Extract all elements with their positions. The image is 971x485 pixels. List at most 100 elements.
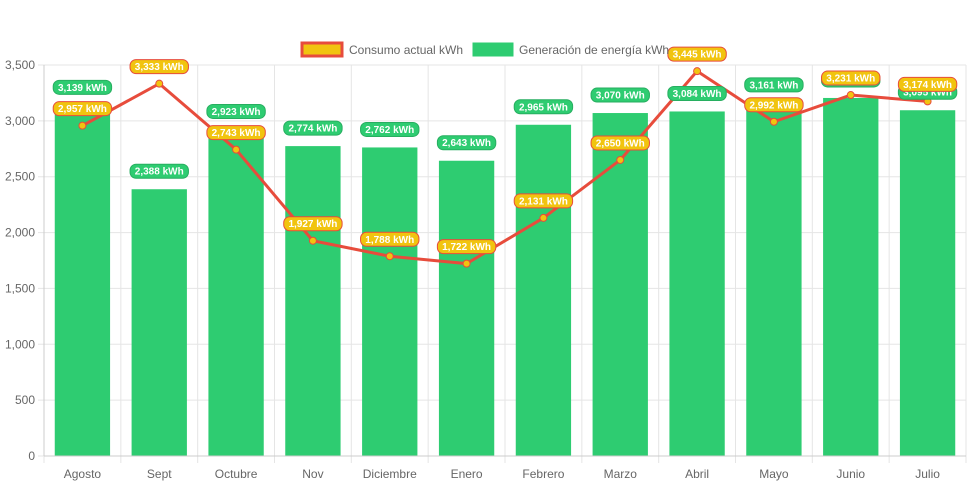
bar-data-label-text: 2,388 kWh	[135, 167, 184, 178]
bar-data-label-bg	[129, 163, 189, 179]
x-tick-label: Nov	[302, 467, 323, 481]
legend-swatch-consumo	[300, 41, 344, 58]
line-data-label-bg	[744, 97, 804, 113]
line-data-label-text: 3,333 kWh	[135, 62, 184, 73]
x-tick-label: Febrero	[522, 467, 564, 481]
bar-data-label: 2,388 kWh	[129, 163, 189, 179]
bar-data-label-text: 3,070 kWh	[596, 91, 645, 102]
bar	[54, 105, 111, 456]
bar-data-label-bg	[206, 103, 266, 119]
x-tick-label: Mayo	[759, 467, 789, 481]
bar	[592, 113, 648, 456]
line-data-label-text: 3,174 kWh	[903, 80, 952, 91]
line-data-label-bg	[129, 59, 189, 75]
line-data-label-bg	[821, 70, 881, 86]
bar-data-label-text: 2,762 kWh	[365, 125, 414, 136]
bar-data-label: 3,139 kWh	[52, 79, 113, 95]
data-labels: 3,139 kWh 2,388 kWh 2,923 kWh 2,774 kWh 2,76…	[52, 46, 958, 255]
line-data-label-text: 2,650 kWh	[596, 138, 645, 149]
bar-data-label: 3,070 kWh	[590, 87, 650, 103]
axes: 0 500 1,000 1,500 2,000 2,500 3,000 3,500 Agosto…	[5, 58, 966, 481]
line-data-label-bg	[436, 239, 497, 255]
line-data-label-bg	[897, 76, 958, 92]
bar-data-label-text: 2,923 kWh	[212, 107, 261, 118]
bar-data-label-bg	[52, 79, 113, 95]
legend[interactable]: Consumo actual kWh Generación de energía…	[300, 41, 669, 58]
line-data-label-bg	[206, 125, 266, 141]
y-tick-label: 1,000	[5, 337, 35, 351]
legend-swatch-generacion	[472, 42, 514, 57]
line-point	[616, 155, 625, 164]
legend-item-consumo[interactable]: Consumo actual kWh	[300, 41, 463, 58]
line-point	[539, 213, 548, 222]
line-point	[846, 91, 855, 100]
line-data-label-text: 1,927 kWh	[288, 219, 337, 230]
line-point	[462, 259, 471, 268]
line-data-label: 1,722 kWh	[436, 239, 497, 255]
y-tick-label: 500	[15, 393, 35, 407]
line-data-label: 2,650 kWh	[590, 135, 650, 151]
line-data-label: 2,131 kWh	[513, 193, 574, 209]
bar-data-label-bg	[744, 77, 804, 93]
bar	[131, 189, 187, 456]
bar-data-label-text: 2,774 kWh	[288, 124, 337, 135]
bar	[669, 111, 725, 456]
line-point	[385, 252, 394, 261]
x-tick-label: Junio	[836, 467, 865, 481]
line-data-label-bg	[360, 231, 420, 247]
line-data-label: 3,333 kWh	[129, 59, 189, 75]
x-tick-label: Sept	[147, 467, 172, 481]
line-data-label-text: 1,722 kWh	[442, 242, 491, 253]
y-tick-label: 3,500	[5, 58, 35, 72]
line-data-label-text: 2,992 kWh	[749, 100, 798, 111]
x-tick-label: Julio	[915, 467, 940, 481]
line-point	[78, 121, 87, 130]
bar-data-label-text: 2,643 kWh	[442, 138, 491, 149]
line-data-label-bg	[667, 46, 727, 62]
line-point	[232, 145, 241, 154]
bar-data-label-bg	[283, 120, 343, 136]
bar-data-label: 3,084 kWh	[667, 85, 727, 101]
y-tick-label: 0	[28, 449, 35, 463]
line-point	[155, 79, 164, 88]
y-tick-label: 2,500	[5, 170, 35, 184]
line-data-label: 2,743 kWh	[206, 125, 266, 141]
legend-label-generacion: Generación de energía kWh	[519, 43, 669, 57]
bar	[362, 147, 418, 457]
bar-data-label: 2,965 kWh	[513, 99, 574, 115]
line-point	[308, 236, 317, 245]
x-tick-label: Octubre	[215, 467, 258, 481]
x-tick-label: Agosto	[64, 467, 102, 481]
line-data-label-text: 1,788 kWh	[365, 235, 414, 246]
line-data-label-bg	[590, 135, 650, 151]
bar	[438, 160, 495, 456]
line-point	[769, 117, 778, 126]
bar-data-label: 2,762 kWh	[360, 121, 420, 137]
bar-data-label: 3,161 kWh	[744, 77, 804, 93]
bar-data-label-bg	[360, 121, 420, 137]
y-tick-label: 3,000	[5, 114, 35, 128]
bar-data-label-text: 3,095 kWh	[903, 88, 952, 99]
bar	[823, 97, 879, 456]
x-tick-label: Enero	[451, 467, 483, 481]
line-data-label: 3,231 kWh	[821, 70, 881, 86]
line-data-label-text: 3,445 kWh	[673, 50, 722, 61]
bar	[208, 129, 264, 456]
bar-data-label-text: 3,139 kWh	[58, 83, 107, 94]
line-data-label-text: 2,957 kWh	[58, 104, 107, 115]
generation-bars	[54, 97, 956, 457]
line-data-label: 3,174 kWh	[897, 76, 958, 92]
line-point	[693, 67, 702, 76]
bar-data-label-text: 3,161 kWh	[749, 80, 798, 91]
y-tick-label: 2,000	[5, 226, 35, 240]
bar-data-label-bg	[667, 85, 727, 101]
legend-item-generacion[interactable]: Generación de energía kWh	[472, 42, 669, 57]
line-data-label-text: 2,743 kWh	[212, 128, 261, 139]
bar-data-label: 2,923 kWh	[206, 103, 266, 119]
line-data-label-bg	[52, 101, 113, 117]
line-data-label: 1,788 kWh	[360, 231, 420, 247]
x-tick-label: Marzo	[604, 467, 638, 481]
bar	[515, 124, 572, 456]
line-data-label-text: 2,131 kWh	[519, 196, 568, 207]
